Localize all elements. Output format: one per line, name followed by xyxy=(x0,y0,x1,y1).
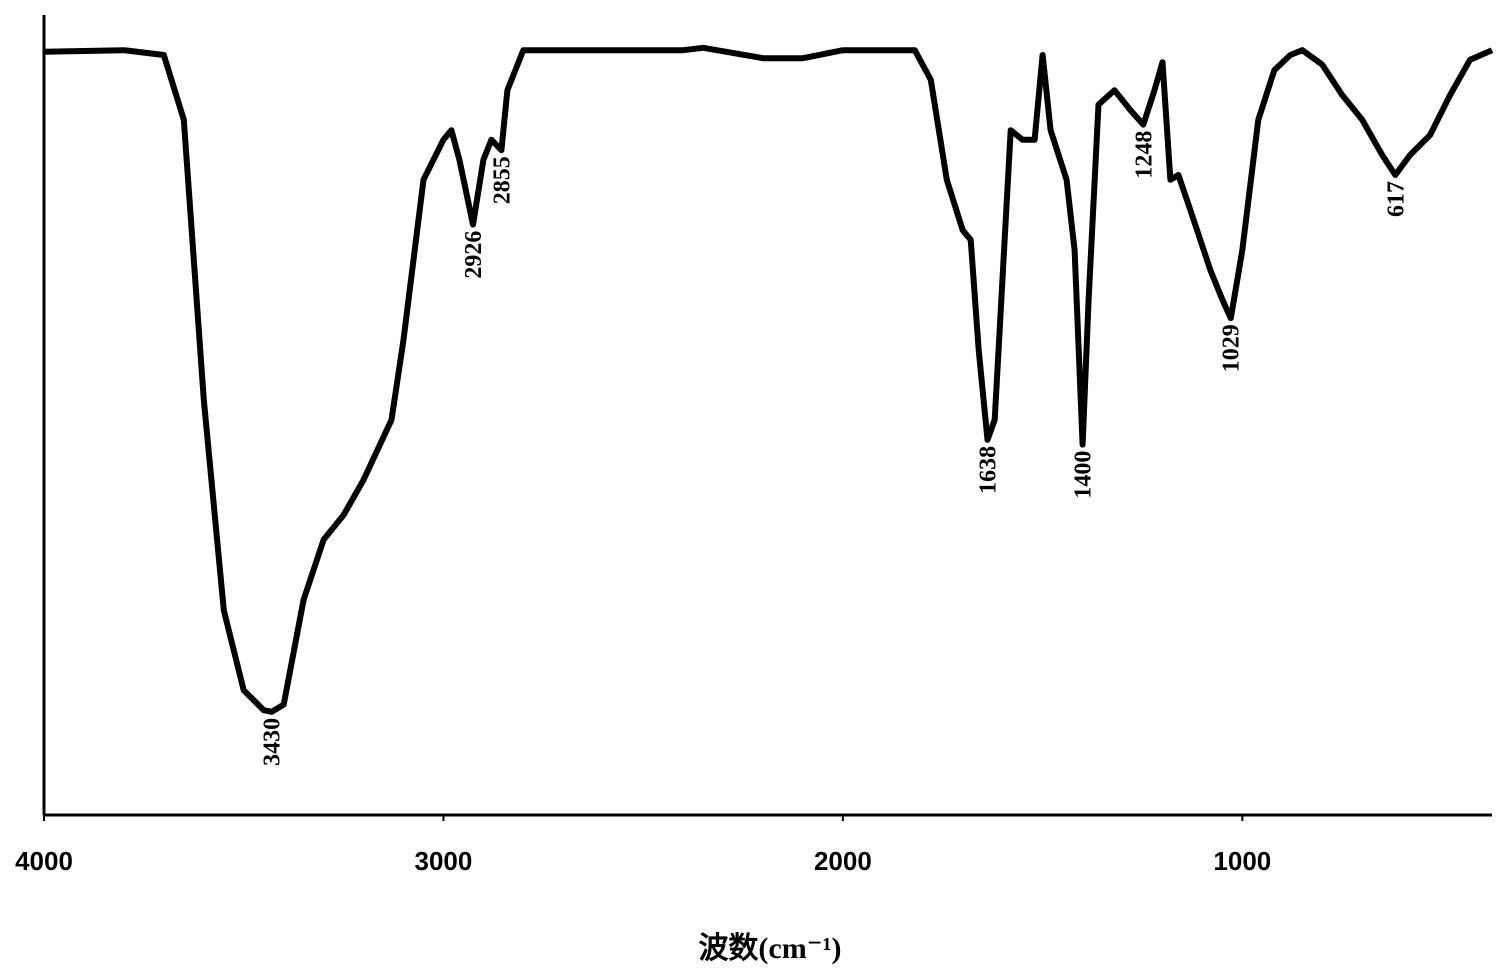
peak-label: 1029 xyxy=(1219,324,1245,372)
x-tick-label: 4000 xyxy=(15,846,73,876)
x-axis-label: 波数(cm⁻¹) xyxy=(698,932,841,965)
peak-label: 617 xyxy=(1383,181,1409,217)
peak-label: 1248 xyxy=(1131,131,1157,179)
x-tick-label: 2000 xyxy=(814,846,872,876)
x-tick-label: 3000 xyxy=(415,846,473,876)
peak-label: 3430 xyxy=(260,718,286,766)
peak-label: 2926 xyxy=(461,231,487,279)
peak-label: 1638 xyxy=(975,446,1001,494)
peak-label: 1400 xyxy=(1071,451,1097,499)
peak-label: 2855 xyxy=(489,156,515,204)
x-tick-label: 1000 xyxy=(1213,846,1271,876)
spectrum-line xyxy=(43,44,1494,715)
